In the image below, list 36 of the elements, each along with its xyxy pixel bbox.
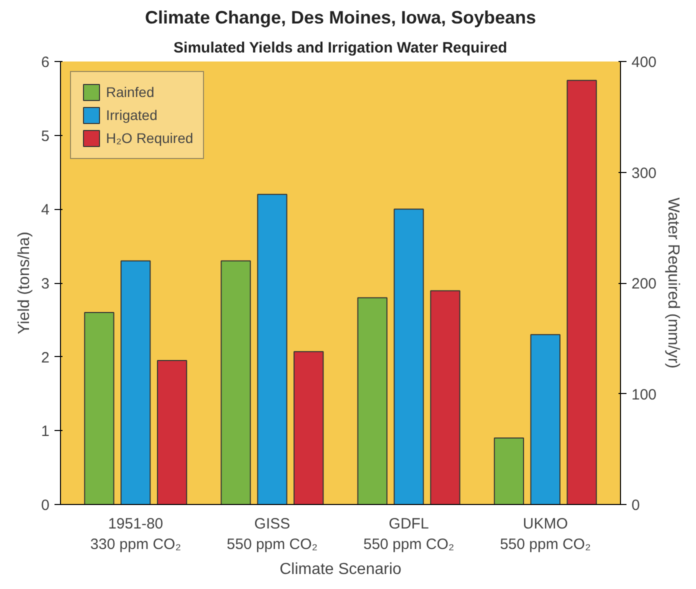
y2-axis-title: Water Required (mm/yr) xyxy=(664,198,682,368)
y-tick-label: 0 xyxy=(41,497,50,514)
y-tick-label: 3 xyxy=(41,276,50,292)
y2-tick-label: 200 xyxy=(632,276,657,292)
legend-label: H₂O Required xyxy=(106,130,194,146)
x-tick-label: GISS 550 ppm CO₂ xyxy=(226,516,318,553)
y-tick-label: 4 xyxy=(41,202,50,219)
y-axis-title: Yield (tons/ha) xyxy=(16,232,34,334)
bar xyxy=(257,194,288,504)
bar xyxy=(394,208,424,504)
bar xyxy=(220,260,251,504)
legend-label: Rainfed xyxy=(106,84,154,100)
x-axis-title: Climate Scenario xyxy=(280,560,402,578)
bar xyxy=(294,351,324,504)
y2-tick-label: 400 xyxy=(632,54,657,71)
bar xyxy=(566,80,597,504)
bar xyxy=(430,290,460,504)
x-tick-label: GDFL 550 ppm CO₂ xyxy=(363,516,454,553)
x-tick-label: 1951-80 330 ppm CO₂ xyxy=(90,516,182,553)
legend-label: Irrigated xyxy=(106,107,158,123)
y2-tick-label: 0 xyxy=(632,497,640,514)
y-tick-label: 5 xyxy=(41,128,50,145)
bar xyxy=(84,312,114,504)
y-tick-label: 6 xyxy=(41,54,50,71)
bar xyxy=(156,360,188,504)
y-tick-label: 1 xyxy=(41,423,50,440)
bar xyxy=(357,297,388,504)
x-tick-label: UKMO 550 ppm CO₂ xyxy=(500,516,591,553)
chart-title: Climate Change, Des Moines, Iowa, Soybeans xyxy=(144,8,536,28)
y2-tick-label: 300 xyxy=(632,164,657,182)
bar xyxy=(120,260,151,504)
y-tick-label: 2 xyxy=(41,349,50,366)
y2-tick-label: 100 xyxy=(632,386,657,404)
chart-subtitle: Simulated Yields and Irrigation Water Required xyxy=(174,40,508,56)
bar xyxy=(530,334,560,504)
bar xyxy=(494,438,524,504)
